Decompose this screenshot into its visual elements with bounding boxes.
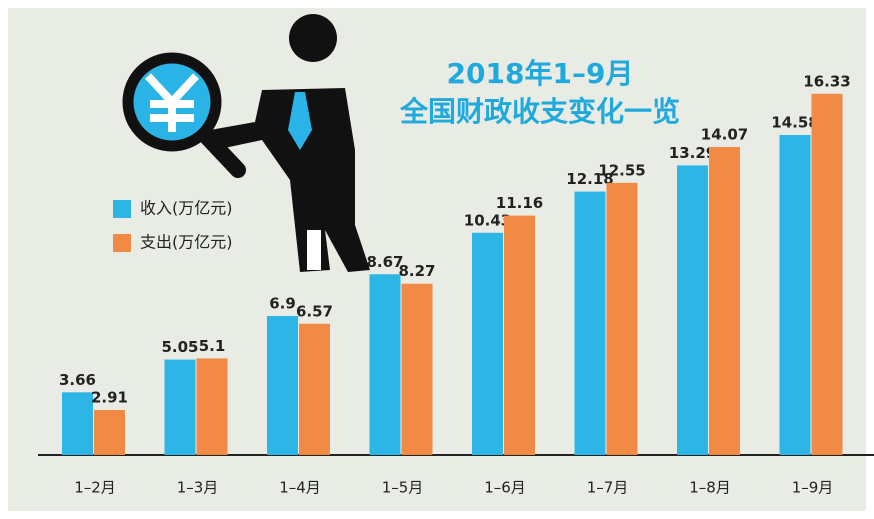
x-tick-label: 1–8月: [689, 479, 731, 497]
x-tick-label: 1–3月: [177, 479, 219, 497]
value-label: 6.57: [296, 302, 333, 320]
value-label: 8.27: [398, 262, 435, 280]
bar: [504, 216, 535, 455]
bar: [677, 165, 708, 455]
bar: [197, 358, 228, 455]
chart-subtitle: 全国财政收支变化一览: [399, 95, 680, 128]
bar: [780, 135, 811, 455]
bar: [812, 94, 843, 455]
chart-title: 2018年1–9月: [447, 57, 634, 90]
x-tick-label: 1–5月: [382, 479, 424, 497]
bar: [709, 147, 740, 455]
bar: [94, 410, 125, 455]
bar: [575, 192, 606, 455]
legend-label: 收入(万亿元): [140, 199, 233, 218]
value-label: 6.9: [269, 294, 296, 312]
legend-swatch: [113, 234, 131, 252]
legend-swatch: [113, 200, 131, 218]
value-label: 14.07: [701, 126, 748, 144]
chart: 2018年1–9月 全国财政收支变化一览 收入(万亿元) 支出(万亿元) 1–2月 3…: [0, 0, 874, 519]
bar: [370, 274, 401, 455]
bar: [267, 316, 298, 455]
x-tick-label: 1–7月: [587, 479, 629, 497]
x-tick-label: 1–2月: [74, 479, 116, 497]
value-label: 5.05: [161, 338, 198, 356]
x-tick-label: 1–6月: [484, 479, 526, 497]
bar: [299, 324, 330, 455]
value-label: 11.16: [496, 194, 543, 212]
bar: [62, 392, 93, 455]
value-label: 16.33: [803, 72, 850, 90]
value-label: 5.1: [199, 337, 226, 355]
legend-label: 支出(万亿元): [140, 233, 233, 252]
bar: [165, 360, 196, 455]
bar: [607, 183, 638, 455]
value-label: 12.55: [598, 161, 645, 179]
x-tick-label: 1–4月: [279, 479, 321, 497]
x-tick-label: 1–9月: [792, 479, 834, 497]
bar: [472, 233, 503, 455]
value-label: 2.91: [91, 388, 128, 406]
value-label: 3.66: [59, 371, 96, 389]
bar: [402, 284, 433, 455]
